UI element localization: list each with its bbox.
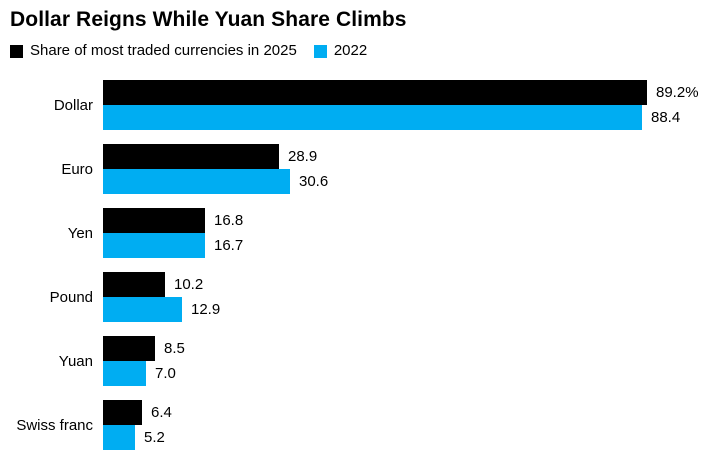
bar-group-yuan: Yuan 8.5 7.0 bbox=[0, 336, 706, 387]
plot-area: Dollar 89.2% 88.4 Euro 28.9 30.6 Yen 16.8 16.7 Po… bbox=[0, 80, 706, 451]
legend: Share of most traded currencies in 2025 … bbox=[10, 42, 706, 60]
bar-pair: 8.5 7.0 bbox=[103, 336, 185, 387]
bar-line-2025: 6.4 bbox=[103, 400, 172, 426]
bar-2025 bbox=[103, 144, 279, 170]
bar-line-2022: 12.9 bbox=[103, 297, 221, 323]
bar-2025 bbox=[103, 336, 155, 362]
legend-label-2025: Share of most traded currencies in 2025 bbox=[30, 42, 297, 60]
bar-2022 bbox=[103, 361, 146, 387]
value-label: 88.4 bbox=[651, 109, 681, 127]
bar-pair: 89.2% 88.4 bbox=[103, 80, 699, 131]
value-label: 12.9 bbox=[191, 301, 221, 319]
category-label: Pound bbox=[49, 288, 93, 306]
bar-line-2025: 89.2% bbox=[103, 80, 699, 106]
bar-pair: 10.2 12.9 bbox=[103, 272, 221, 323]
value-label: 89.2% bbox=[656, 84, 699, 102]
bar-2022 bbox=[103, 105, 642, 131]
chart-title: Dollar Reigns While Yuan Share Climbs bbox=[10, 8, 407, 31]
bar-line-2022: 7.0 bbox=[103, 361, 185, 387]
bar-2025 bbox=[103, 272, 165, 298]
category-label: Yuan bbox=[58, 352, 93, 370]
value-label: 8.5 bbox=[164, 340, 185, 358]
bar-pair: 6.4 5.2 bbox=[103, 400, 172, 451]
legend-swatch-2025 bbox=[10, 44, 23, 58]
bar-group-swiss-franc: Swiss franc 6.4 5.2 bbox=[0, 400, 706, 451]
bar-group-yen: Yen 16.8 16.7 bbox=[0, 208, 706, 259]
bar-line-2022: 88.4 bbox=[103, 105, 699, 131]
value-label: 16.7 bbox=[214, 237, 244, 255]
bar-2025 bbox=[103, 400, 142, 426]
bar-line-2025: 28.9 bbox=[103, 144, 328, 170]
value-label: 30.6 bbox=[299, 173, 329, 191]
bar-group-dollar: Dollar 89.2% 88.4 bbox=[0, 80, 706, 131]
value-label: 10.2 bbox=[174, 276, 204, 294]
bar-line-2025: 16.8 bbox=[103, 208, 244, 234]
value-label: 28.9 bbox=[288, 148, 318, 166]
bar-2025 bbox=[103, 80, 647, 106]
bar-2022 bbox=[103, 169, 290, 195]
bar-line-2022: 16.7 bbox=[103, 233, 244, 259]
bar-group-pound: Pound 10.2 12.9 bbox=[0, 272, 706, 323]
category-label: Dollar bbox=[53, 96, 93, 114]
bar-pair: 16.8 16.7 bbox=[103, 208, 244, 259]
bar-pair: 28.9 30.6 bbox=[103, 144, 329, 195]
legend-swatch-2022 bbox=[313, 44, 327, 58]
bar-line-2025: 8.5 bbox=[103, 336, 185, 362]
bar-2025 bbox=[103, 208, 205, 234]
value-label: 5.2 bbox=[144, 429, 165, 447]
value-label: 7.0 bbox=[155, 365, 176, 383]
bar-2022 bbox=[103, 297, 182, 323]
category-label: Swiss franc bbox=[16, 416, 93, 434]
bar-2022 bbox=[103, 233, 205, 259]
category-label: Euro bbox=[61, 160, 93, 178]
value-label: 16.8 bbox=[214, 212, 244, 230]
category-label: Yen bbox=[67, 224, 93, 242]
bar-2022 bbox=[103, 425, 135, 451]
bar-line-2022: 30.6 bbox=[103, 169, 329, 195]
value-label: 6.4 bbox=[151, 404, 172, 422]
bar-line-2025: 10.2 bbox=[103, 272, 220, 298]
bar-line-2022: 5.2 bbox=[103, 425, 172, 451]
bar-group-euro: Euro 28.9 30.6 bbox=[0, 144, 706, 195]
legend-label-2022: 2022 bbox=[333, 42, 368, 60]
